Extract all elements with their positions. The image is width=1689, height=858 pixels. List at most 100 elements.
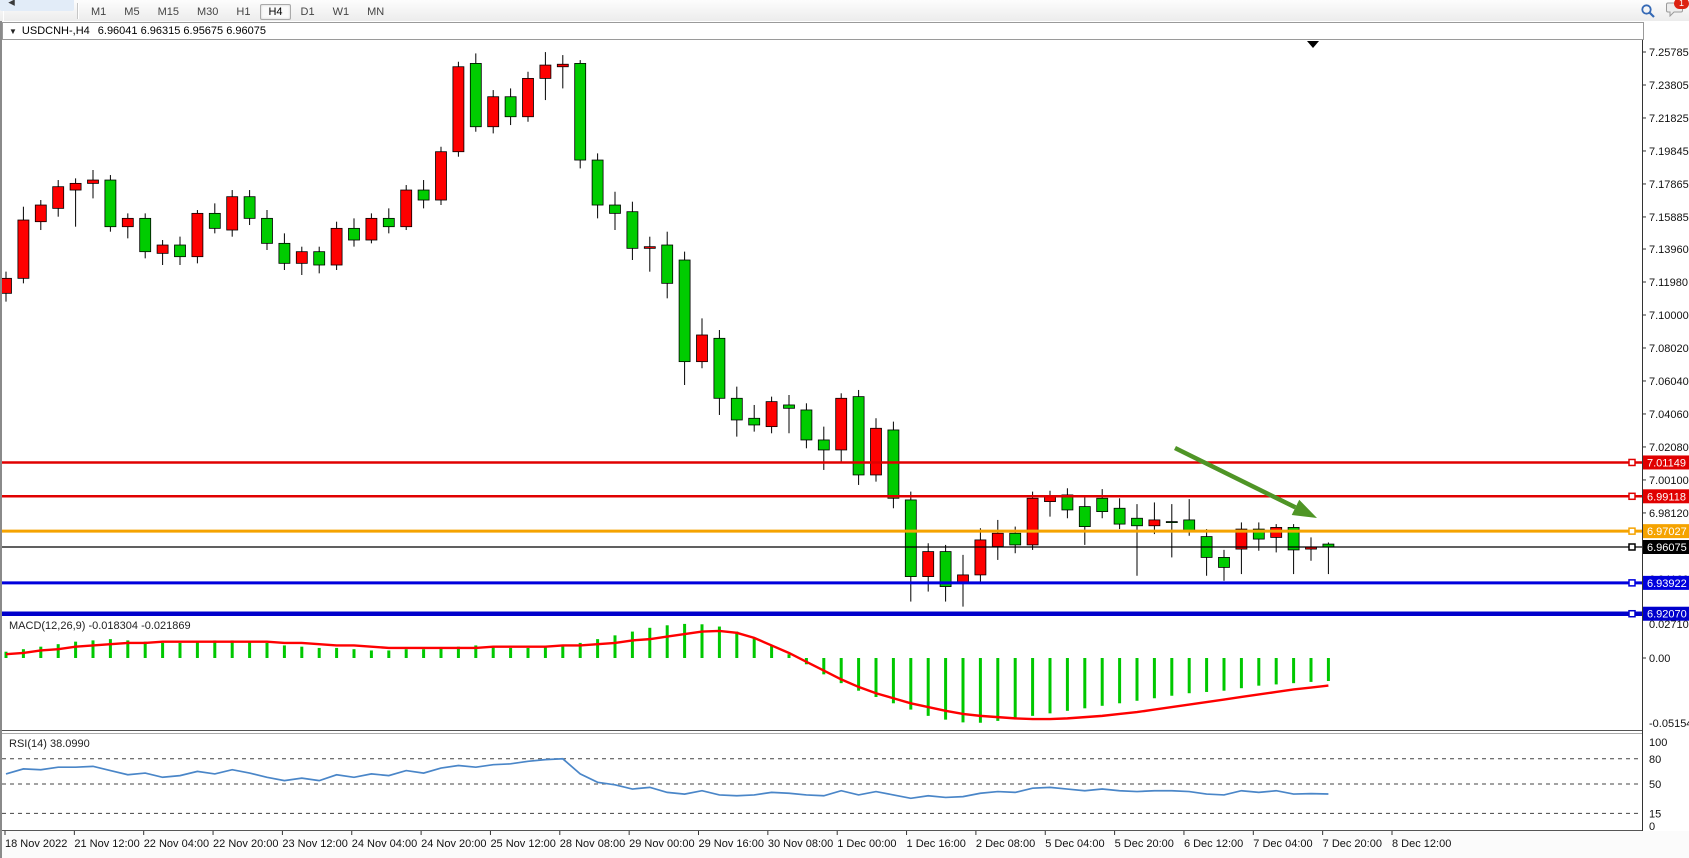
candle: [974, 539, 987, 576]
search-icon[interactable]: [1640, 3, 1656, 19]
macd-label: MACD(12,26,9) -0.018304 -0.021869: [9, 620, 191, 632]
candle: [713, 337, 726, 399]
candle: [870, 427, 882, 476]
candle: [348, 227, 360, 241]
chart-shift-icon[interactable]: ◂: [0, 0, 75, 11]
candle: [539, 64, 552, 79]
timeframe-h4[interactable]: H4: [260, 3, 291, 20]
chart-shift-marker[interactable]: [1307, 41, 1319, 48]
candle: [991, 532, 1004, 547]
candle: [730, 397, 743, 421]
candle: [1061, 494, 1074, 511]
time-axis-label: 7 Dec 20:00: [1323, 838, 1382, 850]
chart-title-strip[interactable]: ▼ USDCNH-,H4 6.96041 6.96315 6.95675 6.9…: [2, 22, 1644, 40]
candle: [278, 242, 291, 264]
time-axis-label: 30 Nov 08:00: [768, 838, 833, 850]
price-axis-label: 7.04060: [1649, 409, 1689, 421]
price-line-anchor[interactable]: [1628, 579, 1636, 587]
main-chart-pane[interactable]: [2, 40, 1642, 613]
time-axis-label: 18 Nov 2022: [5, 838, 67, 850]
chat-icon[interactable]: 1: [1666, 0, 1689, 20]
timeframe-h1[interactable]: H1: [236, 5, 251, 18]
rsi-pane[interactable]: [2, 734, 1642, 830]
price-line-anchor[interactable]: [1628, 543, 1636, 551]
price-axis-strip[interactable]: [1642, 40, 1689, 858]
notification-badge[interactable]: 1: [1674, 0, 1689, 9]
price-line-anchor[interactable]: [1628, 527, 1636, 535]
rsi-line: [5, 757, 1329, 800]
candle: [243, 196, 256, 219]
candle: [835, 397, 848, 451]
candle: [174, 244, 186, 258]
candle: [783, 404, 795, 409]
candle: [591, 159, 604, 206]
candle: [469, 63, 482, 128]
collapse-icon[interactable]: ▼: [9, 26, 17, 36]
candle: [208, 212, 221, 229]
timeframe-group: M1 M5 M15 M30 H1 H4 D1 W1 MN: [82, 3, 393, 20]
time-axis-label: 24 Nov 20:00: [421, 838, 486, 850]
candle: [1009, 532, 1022, 546]
price-axis-label: 7.02080: [1649, 442, 1689, 454]
candle: [2, 277, 12, 294]
macd-axis-label: 0.027103: [1649, 619, 1689, 631]
chart-window[interactable]: ▼ USDCNH-,H4 6.96041 6.96315 6.95675 6.9…: [0, 21, 1689, 858]
candle: [139, 217, 152, 253]
candle: [313, 251, 326, 266]
candle: [1235, 528, 1248, 550]
price-axis-label: 7.15885: [1649, 212, 1689, 224]
timeframe-w1[interactable]: W1: [332, 5, 350, 18]
price-line-anchor[interactable]: [1628, 609, 1636, 618]
price-axis-label: 7.08020: [1649, 343, 1689, 355]
candle: [34, 204, 47, 223]
price-axis-label: 7.25785: [1649, 47, 1689, 59]
timeframe-d1[interactable]: D1: [300, 5, 315, 18]
candle: [1287, 527, 1300, 551]
price-line-badge: [1643, 575, 1689, 590]
chart-shift-glyph: ◂: [8, 0, 15, 9]
candle: [800, 409, 813, 441]
timeframe-m15[interactable]: M15: [157, 5, 179, 18]
candle: [452, 66, 465, 153]
price-line-badge-label: 6.99118: [1647, 491, 1686, 503]
candle: [156, 244, 169, 254]
candle: [556, 63, 569, 68]
timeframe-m30[interactable]: M30: [196, 5, 219, 18]
candle: [1252, 528, 1265, 540]
candle: [609, 204, 621, 214]
candle: [330, 227, 343, 266]
price-line-anchor[interactable]: [1628, 458, 1636, 467]
trend-arrow-line[interactable]: [1174, 445, 1297, 510]
time-axis-label: 22 Nov 04:00: [144, 838, 209, 850]
candle: [1183, 519, 1196, 532]
main-toolbar: +新订单▰▥◉●自动交易‖▥≈⊕⊖▦▸◂▩▼◷▼▨▼↖+|—╱∥E≡FAT⇅▼ …: [0, 0, 1689, 297]
timeframe-m1[interactable]: M1: [91, 5, 107, 18]
candle: [1165, 521, 1178, 523]
price-line-anchor[interactable]: [1628, 492, 1636, 501]
chart-symbol-period: USDCNH-,H4: [21, 25, 90, 37]
price-axis-label: 7.23805: [1649, 80, 1689, 92]
candle: [852, 396, 865, 476]
time-axis-label: 29 Nov 00:00: [629, 838, 694, 850]
trend-arrow-head[interactable]: [1291, 499, 1317, 518]
macd-pane[interactable]: [2, 616, 1642, 730]
macd-axis-label: -0.051546: [1649, 718, 1689, 730]
price-line-badge: [1643, 455, 1689, 470]
chart-canvas[interactable]: MACD(12,26,9) -0.018304 -0.021869 RSI(14)…: [2, 21, 1689, 858]
candle: [435, 151, 447, 201]
candle: [382, 217, 395, 228]
candle: [626, 211, 639, 249]
candle: [939, 551, 952, 587]
price-line-badge-label: 6.93922: [1647, 578, 1687, 590]
price-axis-label: 7.13960: [1649, 244, 1689, 256]
candle: [121, 217, 134, 228]
timeframe-m5[interactable]: M5: [124, 5, 140, 18]
time-axis-label: 7 Dec 04:00: [1253, 838, 1312, 850]
candle: [1113, 507, 1126, 525]
timeframe-mn[interactable]: MN: [367, 5, 385, 18]
candle: [661, 244, 674, 284]
candle: [295, 251, 308, 264]
time-axis-strip[interactable]: [2, 831, 1689, 858]
rsi-axis-label: 100: [1649, 737, 1667, 749]
time-axis-label: 2 Dec 08:00: [976, 838, 1035, 850]
